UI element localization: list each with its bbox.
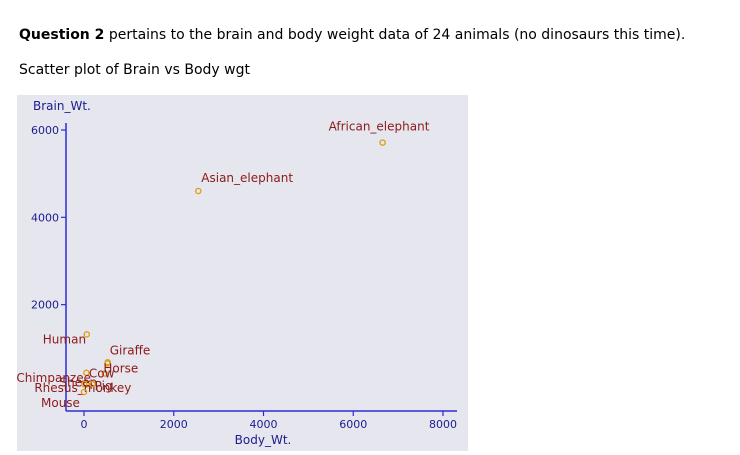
point-label: Giraffe	[110, 343, 151, 357]
point-label: Rhesus_monkey	[34, 381, 131, 395]
data-point	[83, 331, 91, 338]
question-text: pertains to the brain and body weight da…	[104, 27, 686, 43]
data-point	[80, 388, 88, 396]
data-point	[379, 139, 386, 146]
point-label: Asian_elephant	[201, 171, 293, 185]
point-label: Sheep	[60, 375, 98, 389]
x-tick-label: 2000	[160, 418, 188, 431]
data-point	[81, 380, 88, 388]
data-point	[195, 187, 202, 195]
y-tick-label: 4000	[31, 211, 59, 224]
data-point	[101, 370, 109, 377]
question-label: Question 2	[19, 27, 105, 43]
point-label: Horse	[103, 361, 138, 375]
data-point	[83, 381, 90, 388]
y-tick-label: 2000	[31, 299, 59, 312]
point-label: Cow	[89, 367, 115, 381]
x-axis-title: Body_Wt.	[235, 433, 292, 447]
scatter-plot-svg: Brain_Wt. Body_Wt. 2000 4000 6000 0 2000 4000 60…	[16, 95, 468, 451]
plot-panel	[17, 95, 468, 451]
question-line: Question 2 pertains to the brain and bod…	[19, 27, 685, 43]
point-label: Pig	[95, 379, 113, 393]
point-label: Mouse	[41, 396, 80, 410]
data-point	[83, 369, 90, 377]
data-point	[89, 380, 96, 388]
scatter-plot: Brain_Wt. Body_Wt. 2000 4000 6000 0 2000 4000 60…	[16, 95, 468, 451]
point-label: Human	[43, 332, 86, 346]
point-label: Chimpanzee	[17, 371, 91, 385]
x-tick-label: 4000	[250, 418, 278, 431]
data-point	[104, 360, 111, 367]
x-tick-label: 8000	[429, 418, 457, 431]
axes: Brain_Wt. Body_Wt. 2000 4000 6000 0 2000 4000 60…	[31, 99, 457, 447]
y-tick-label: 6000	[31, 124, 59, 137]
point-label: African_elephant	[329, 120, 430, 134]
x-tick-label: 6000	[339, 418, 367, 431]
chart-caption: Scatter plot of Brain vs Body wgt	[19, 62, 250, 78]
data-points: African_elephant Asian_elephant Human Giraf…	[16, 120, 430, 410]
x-tick-label: 0	[81, 418, 88, 431]
y-axis-title: Brain_Wt.	[33, 99, 91, 113]
